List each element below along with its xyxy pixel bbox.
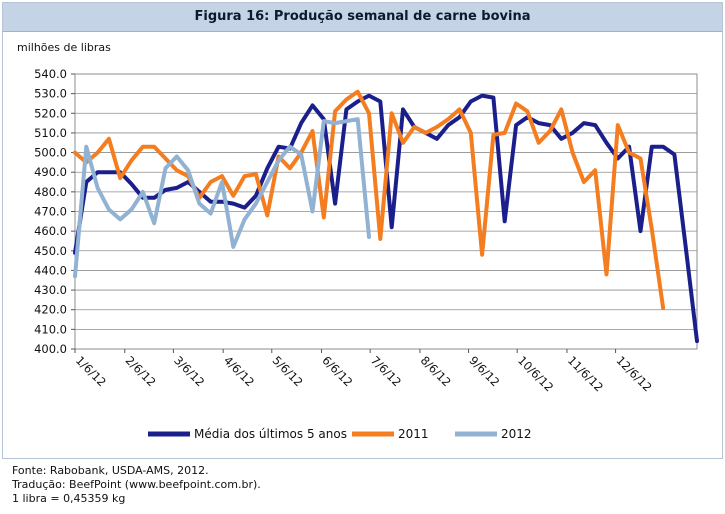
y-tick-label: 400.0 bbox=[34, 342, 67, 356]
x-tick-label: 4/6/12 bbox=[221, 353, 257, 389]
x-tick-label: 2/6/12 bbox=[123, 353, 159, 389]
y-tick-label: 430.0 bbox=[34, 283, 67, 297]
x-tick-label: 3/6/12 bbox=[171, 353, 207, 389]
y-tick-label: 530.0 bbox=[34, 87, 67, 101]
chart-title: Figura 16: Produção semanal de carne bov… bbox=[3, 3, 722, 32]
y-tick-label: 410.0 bbox=[34, 322, 67, 336]
legend-label: 2011 bbox=[398, 427, 429, 441]
x-tick-label: 7/6/12 bbox=[368, 353, 404, 389]
series-line bbox=[73, 117, 371, 279]
x-tick-label: 10/6/12 bbox=[515, 353, 556, 394]
source-note: Fonte: Rabobank, USDA-AMS, 2012. bbox=[12, 464, 209, 477]
x-tick-label: 9/6/12 bbox=[466, 353, 502, 389]
y-tick-label: 490.0 bbox=[34, 165, 67, 179]
y-tick-label: 480.0 bbox=[34, 185, 67, 199]
x-tick-label: 11/6/12 bbox=[565, 353, 606, 394]
y-tick-label: 520.0 bbox=[34, 106, 67, 120]
y-tick-label: 440.0 bbox=[34, 263, 67, 277]
series-line bbox=[73, 89, 666, 310]
legend-label: Média dos últimos 5 anos bbox=[194, 427, 347, 441]
footer-notes: Fonte: Rabobank, USDA-AMS, 2012. Traduçã… bbox=[12, 464, 261, 506]
y-tick-label: 450.0 bbox=[34, 244, 67, 258]
y-axis-unit-label: milhões de libras bbox=[17, 41, 111, 54]
translation-note: Tradução: BeefPoint (www.beefpoint.com.b… bbox=[12, 478, 261, 491]
y-tick-label: 510.0 bbox=[34, 126, 67, 140]
y-tick-label: 420.0 bbox=[34, 303, 67, 317]
y-tick-label: 470.0 bbox=[34, 205, 67, 219]
x-tick-label: 8/6/12 bbox=[418, 353, 454, 389]
x-tick-label: 12/6/12 bbox=[613, 353, 654, 394]
x-tick-label: 6/6/12 bbox=[319, 353, 355, 389]
y-tick-label: 500.0 bbox=[34, 146, 67, 160]
y-tick-label: 460.0 bbox=[34, 224, 67, 238]
conversion-note: 1 libra = 0,45359 kg bbox=[12, 492, 126, 505]
legend-label: 2012 bbox=[501, 427, 532, 441]
x-tick-label: 1/6/12 bbox=[73, 353, 109, 389]
x-tick-label: 5/6/12 bbox=[270, 353, 306, 389]
y-tick-label: 540.0 bbox=[34, 67, 67, 81]
